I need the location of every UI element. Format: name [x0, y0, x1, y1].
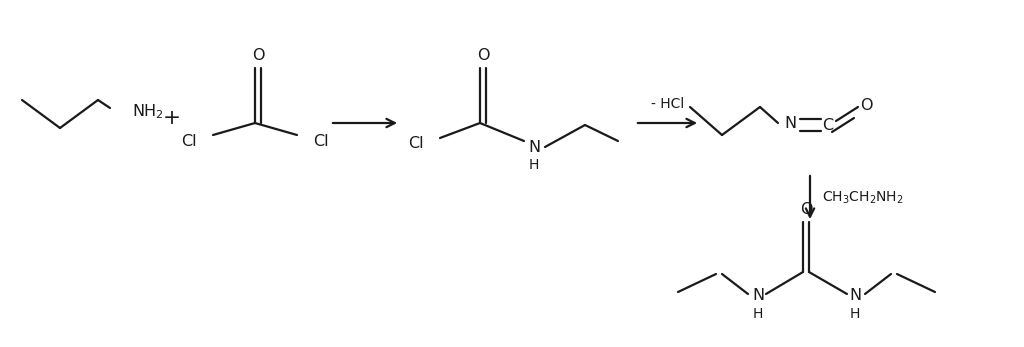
Text: N: N	[784, 116, 796, 130]
Text: H: H	[850, 307, 860, 321]
Text: N: N	[752, 288, 764, 304]
Text: O: O	[252, 48, 264, 62]
Text: +: +	[163, 108, 181, 128]
Text: H: H	[528, 158, 540, 172]
Text: C: C	[822, 118, 834, 133]
Text: N: N	[528, 139, 540, 154]
Text: H: H	[753, 307, 763, 321]
Text: O: O	[860, 98, 872, 112]
Text: N: N	[849, 288, 861, 304]
Text: O: O	[800, 202, 812, 217]
Text: - HCl: - HCl	[651, 97, 685, 111]
Text: Cl: Cl	[181, 134, 197, 149]
Text: Cl: Cl	[409, 135, 424, 151]
Text: O: O	[477, 48, 489, 62]
Text: CH$_3$CH$_2$NH$_2$: CH$_3$CH$_2$NH$_2$	[822, 189, 903, 206]
Text: NH$_2$: NH$_2$	[132, 103, 164, 121]
Text: Cl: Cl	[313, 134, 329, 149]
